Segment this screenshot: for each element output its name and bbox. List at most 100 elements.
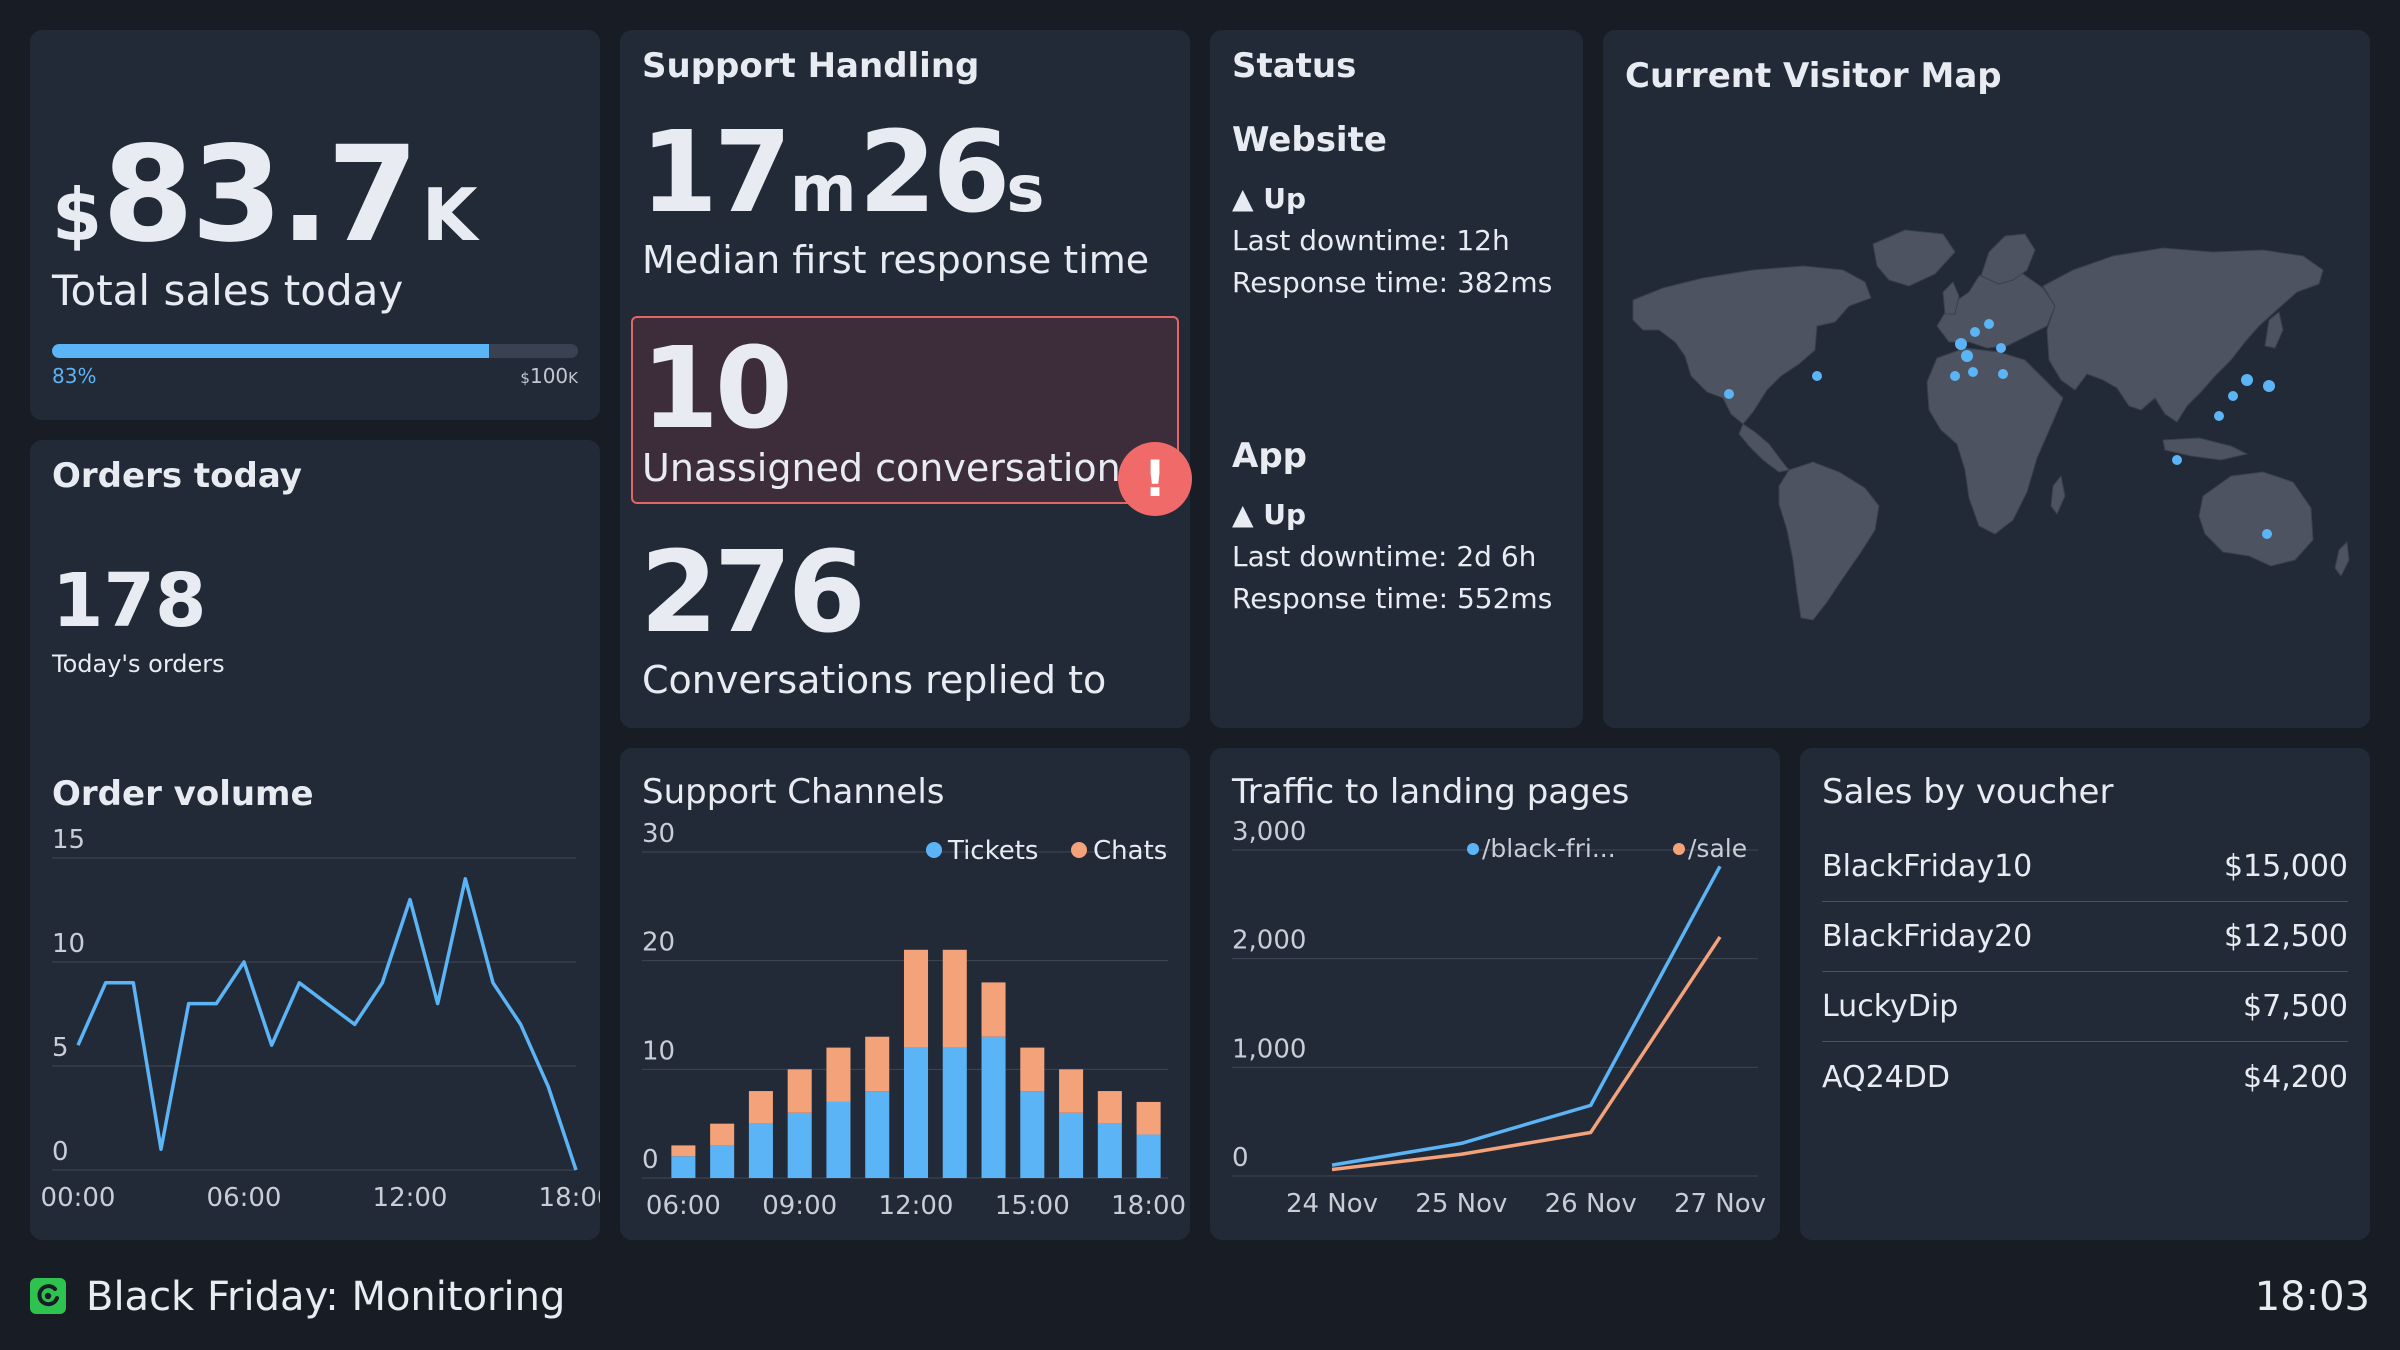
x-tick-label: 27 Nov — [1674, 1189, 1766, 1219]
response-minutes: 17 — [640, 108, 792, 238]
new-zealand-landmass — [2334, 540, 2350, 577]
support-handling-card: Support Handling 17m26s Median first res… — [620, 30, 1192, 728]
traffic-line-1 — [1331, 935, 1722, 1172]
x-tick-label: 12:00 — [373, 1183, 448, 1213]
visitor-dot — [1968, 367, 1978, 377]
unassigned-alert-box: 10 Unassigned conversations — [631, 316, 1179, 504]
x-tick-label: 00:00 — [41, 1183, 116, 1213]
voucher-name: LuckyDip — [1822, 989, 1959, 1024]
replied-count: 276 — [640, 528, 866, 658]
website-name: Website — [1232, 120, 1387, 160]
status-card: Status Website ▲ Up Last downtime: 12h R… — [1210, 30, 1583, 728]
website-response: Response time: 382ms — [1232, 266, 1553, 299]
bar-tickets — [981, 1036, 1006, 1178]
footer: Black Friday: Monitoring 18:03 — [0, 1240, 2400, 1350]
legend-dot — [1673, 843, 1685, 855]
app-response: Response time: 552ms — [1232, 582, 1553, 615]
bar-tickets — [1059, 1112, 1084, 1178]
bar-tickets — [1097, 1123, 1122, 1178]
website-downtime: Last downtime: 12h — [1232, 224, 1510, 257]
voucher-value: $7,500 — [2243, 989, 2348, 1024]
sales-target-unit: K — [568, 369, 578, 387]
visitor-dot — [1812, 371, 1822, 381]
visitor-dot — [2262, 529, 2272, 539]
visitor-dot — [1955, 338, 1967, 350]
x-tick-label: 24 Nov — [1286, 1189, 1378, 1219]
central-america-landmass — [1738, 423, 1790, 473]
voucher-row: BlackFriday20 $12,500 — [1822, 902, 2348, 972]
visitor-dot — [2241, 374, 2253, 386]
sales-progress-track — [52, 344, 578, 358]
bar-tickets — [671, 1156, 696, 1178]
sales-target-currency: $ — [520, 369, 530, 387]
clock: 18:03 — [2254, 1274, 2370, 1320]
visitor-dot — [2263, 380, 2275, 392]
visitor-dot — [1950, 371, 1960, 381]
voucher-value: $4,200 — [2243, 1059, 2348, 1095]
legend-label: /black-fri... — [1482, 834, 1616, 863]
voucher-row: BlackFriday10 $15,000 — [1822, 832, 2348, 902]
north-america-landmass — [1632, 265, 1872, 425]
bar-chats — [826, 1047, 851, 1102]
visitor-dot — [1998, 369, 2008, 379]
y-tick-label: 10 — [52, 929, 85, 959]
bar-chats — [671, 1145, 696, 1157]
x-tick-label: 15:00 — [995, 1191, 1070, 1221]
asia-landmass — [2042, 247, 2324, 423]
replied-label: Conversations replied to — [642, 658, 1107, 702]
bar-tickets — [710, 1145, 735, 1178]
y-tick-label: 0 — [642, 1145, 659, 1175]
logo-swirl-icon — [37, 1284, 59, 1307]
legend-label: /sale — [1688, 834, 1747, 863]
y-tick-label: 20 — [642, 928, 675, 958]
app-state: ▲ Up — [1232, 498, 1307, 531]
visitor-dot — [1724, 389, 1734, 399]
voucher-value: $15,000 — [2223, 849, 2348, 884]
y-tick-label: 2,000 — [1232, 926, 1306, 956]
unassigned-label: Unassigned conversations — [642, 446, 1141, 490]
madagascar-landmass — [2050, 474, 2066, 515]
orders-count: 178 — [52, 558, 207, 644]
voucher-row: AQ24DD $4,200 — [1822, 1042, 2348, 1112]
japan-landmass — [2264, 311, 2284, 349]
visitor-dot — [1961, 350, 1973, 362]
order-volume-line — [76, 877, 578, 1171]
x-tick-label: 18:00 — [539, 1183, 600, 1213]
total-sales-card: $83.7K Total sales today 83% $100K — [30, 30, 600, 420]
bar-chats — [903, 949, 929, 1048]
bar-chats — [865, 1036, 890, 1092]
africa-landmass — [1926, 347, 2064, 535]
traffic-line-0 — [1331, 865, 1722, 1167]
voucher-name: BlackFriday10 — [1822, 849, 2033, 884]
y-tick-label: 0 — [1232, 1143, 1249, 1173]
world-map — [1632, 229, 2350, 621]
app-downtime: Last downtime: 2d 6h — [1232, 540, 1537, 573]
australia-landmass — [2198, 471, 2314, 567]
traffic-chart: 0 1,000 2,000 3,000 24 Nov 25 Nov 26 Nov 27 Nov… — [1232, 817, 1766, 1219]
bar-chats — [748, 1091, 773, 1124]
sales-progress-fill — [52, 344, 489, 358]
status-title: Status — [1232, 46, 1357, 86]
legend-dot — [1467, 843, 1479, 855]
bar-tickets — [865, 1091, 890, 1178]
bar-tickets — [942, 1047, 967, 1178]
sales-target-amount: 100 — [529, 364, 569, 388]
sales-amount: 83.7 — [102, 118, 419, 272]
map-title: Current Visitor Map — [1625, 56, 2002, 96]
support-channels-card: Support Channels 0 10 20 30 06:00 09:00 12:00 1… — [620, 748, 1190, 1240]
bar-tickets — [903, 1047, 929, 1178]
south-america-landmass — [1778, 461, 1880, 621]
dashboard-title: Black Friday: Monitoring — [86, 1274, 566, 1320]
website-state: ▲ Up — [1232, 182, 1307, 215]
bar-chats — [981, 982, 1006, 1037]
bar-chats — [942, 949, 967, 1048]
bar-chats — [710, 1123, 735, 1146]
uk-landmass — [1942, 281, 1960, 315]
bar-chats — [1059, 1069, 1084, 1113]
sales-currency: $ — [52, 173, 103, 257]
orders-count-label: Today's orders — [52, 650, 225, 678]
bar-chats — [1136, 1101, 1161, 1135]
indonesia-landmass — [2162, 437, 2249, 461]
alert-glyph: ! — [1143, 450, 1167, 508]
visitor-dot — [2214, 411, 2224, 421]
